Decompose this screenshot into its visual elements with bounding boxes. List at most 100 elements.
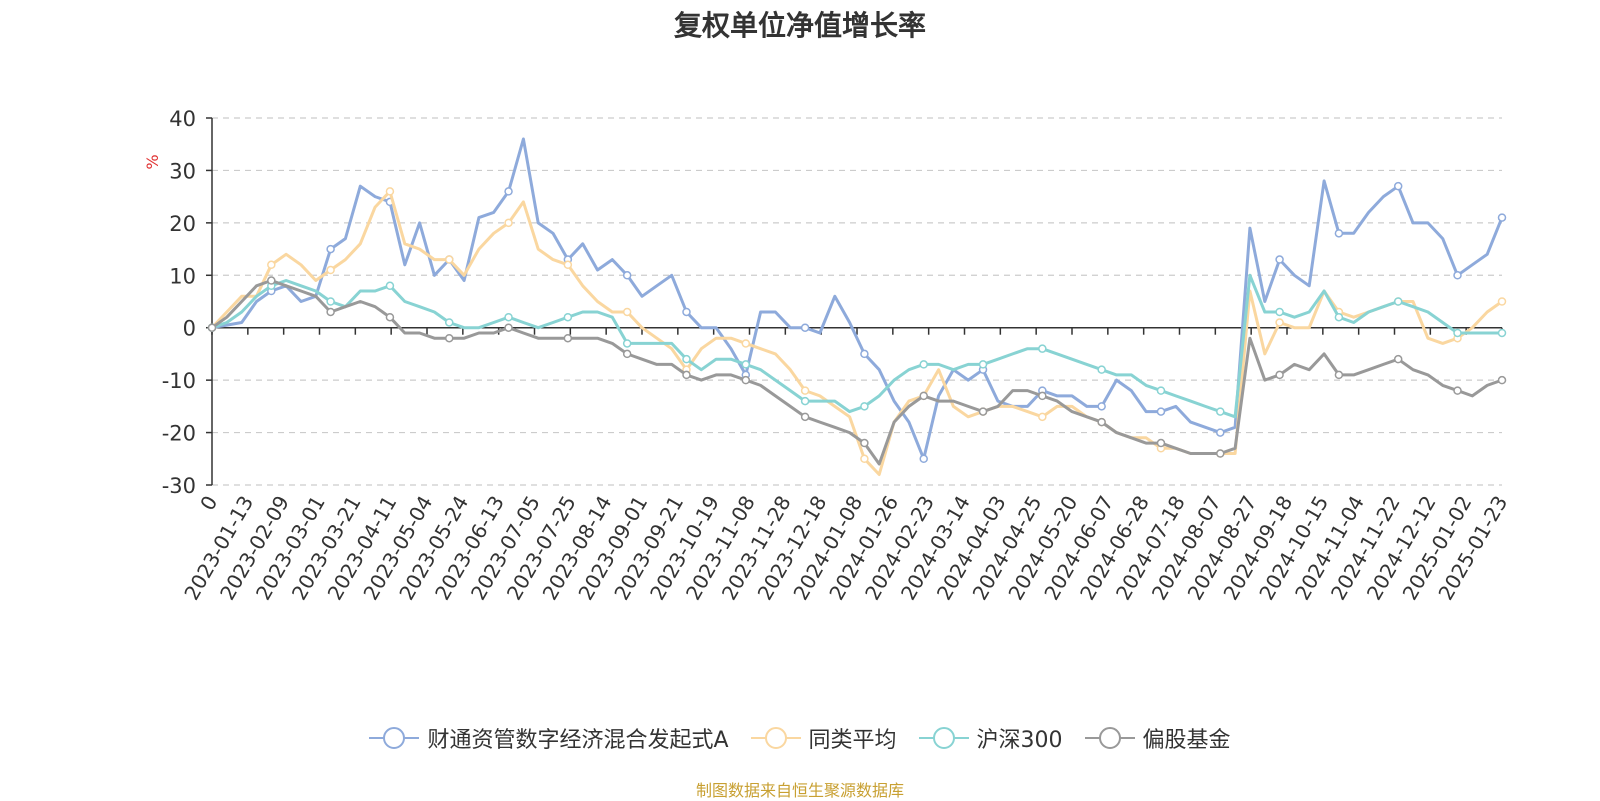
- series-point-3: [1275, 370, 1284, 380]
- series-point-0: [1156, 407, 1166, 416]
- series-point-3: [444, 333, 454, 343]
- series-point-2: [860, 402, 869, 411]
- series-point-2: [1393, 297, 1403, 306]
- series-point-0: [1334, 229, 1344, 238]
- grid-lines: [212, 117, 1502, 486]
- legend-item-3[interactable]: 偏股基金: [1084, 722, 1231, 754]
- y-tick-label: -30: [162, 474, 196, 498]
- series-point-2: [326, 297, 335, 306]
- legend-item-2[interactable]: 沪深300: [918, 722, 1063, 754]
- series-point-3: [622, 349, 632, 359]
- legend-swatch-icon: [750, 727, 801, 749]
- series-point-1: [1275, 318, 1284, 327]
- series-point-3: [1393, 354, 1403, 364]
- series-point-3: [326, 307, 335, 317]
- series-point-2: [1097, 365, 1106, 374]
- series-point-0: [622, 271, 632, 280]
- series-point-2: [1453, 328, 1462, 338]
- series-point-0: [860, 349, 869, 359]
- source-note: 制图数据来自恒生聚源数据库: [695, 781, 904, 800]
- legend-item-0[interactable]: 财通资管数字经济混合发起式A: [369, 722, 729, 754]
- series-point-3: [919, 391, 928, 401]
- series-point-3: [1097, 417, 1106, 427]
- series-point-1: [622, 307, 632, 317]
- y-tick-label: 40: [169, 107, 196, 131]
- series-point-3: [385, 312, 395, 322]
- series-point-3: [1453, 386, 1462, 395]
- y-axis-label: %: [143, 154, 162, 169]
- series-lines: [207, 137, 1507, 476]
- y-tick-label: 0: [183, 317, 196, 341]
- series-point-2: [622, 339, 632, 348]
- series-point-1: [267, 260, 276, 270]
- series-point-2: [444, 318, 454, 327]
- legend-label: 财通资管数字经济混合发起式A: [427, 728, 729, 753]
- y-tick-label: 10: [169, 264, 196, 288]
- series-point-2: [741, 360, 751, 369]
- series-point-1: [1038, 412, 1047, 422]
- series-point-0: [1275, 255, 1284, 264]
- y-tick-label: -10: [162, 369, 196, 393]
- series-point-3: [267, 276, 276, 285]
- legend-label: 沪深300: [976, 728, 1063, 753]
- series-point-3: [1156, 438, 1166, 448]
- series-point-2: [800, 396, 810, 406]
- series-point-3: [860, 438, 869, 448]
- series-point-0: [1393, 181, 1403, 191]
- legend-swatch-icon: [1084, 727, 1135, 749]
- legend-label: 同类平均: [808, 728, 897, 753]
- y-tick-label: 30: [169, 159, 196, 183]
- series-point-2: [919, 360, 928, 369]
- series-point-3: [1497, 375, 1507, 385]
- series-point-1: [800, 386, 810, 395]
- series-point-1: [326, 265, 335, 275]
- series-point-0: [1497, 213, 1507, 222]
- series-point-0: [504, 187, 513, 196]
- series-point-3: [504, 323, 513, 332]
- legend-swatch-icon: [369, 727, 420, 749]
- series-point-0: [1453, 271, 1462, 280]
- series-point-0: [919, 454, 928, 464]
- series-point-2: [1156, 386, 1166, 395]
- series-point-1: [741, 339, 751, 348]
- x-tick-label: 0: [195, 492, 222, 515]
- legend-label: 偏股基金: [1142, 728, 1231, 753]
- series-point-3: [682, 370, 691, 380]
- y-tick-label: 20: [169, 212, 196, 236]
- series-point-3: [563, 333, 573, 343]
- series-point-0: [1216, 428, 1225, 437]
- series-point-1: [385, 187, 395, 196]
- series-point-3: [978, 407, 988, 416]
- series-point-1: [1497, 297, 1507, 306]
- series-point-0: [682, 307, 691, 317]
- series-point-1: [504, 218, 513, 228]
- series-point-3: [207, 323, 217, 332]
- y-tick-label: -20: [162, 422, 196, 446]
- series-point-3: [1038, 391, 1047, 401]
- series-point-2: [504, 312, 513, 322]
- series-line-2: [211, 273, 1502, 419]
- series-line-0: [211, 137, 1504, 461]
- series-point-2: [1038, 344, 1047, 353]
- legend-item-1[interactable]: 同类平均: [750, 722, 897, 754]
- legend: 财通资管数字经济混合发起式A 同类平均 沪深300 偏股基金: [0, 722, 1600, 754]
- legend-swatch-icon: [918, 727, 969, 749]
- series-point-3: [800, 412, 810, 422]
- series-point-3: [1216, 449, 1225, 458]
- chart-title: 复权单位净值增长率: [673, 9, 926, 42]
- series-point-1: [444, 255, 454, 264]
- series-point-0: [1097, 402, 1106, 411]
- series-point-0: [800, 323, 810, 332]
- series-point-2: [1275, 307, 1284, 317]
- axes: 403020100-10-20-3002023-01-132023-02-092…: [162, 107, 1513, 604]
- series-line-3: [211, 279, 1503, 466]
- series-point-3: [1334, 370, 1344, 380]
- series-point-0: [326, 244, 335, 254]
- series-point-1: [860, 454, 869, 464]
- series-point-2: [1497, 328, 1507, 338]
- series-point-2: [1334, 312, 1344, 322]
- series-point-2: [978, 360, 988, 369]
- series-point-3: [741, 375, 751, 385]
- series-point-2: [1216, 407, 1225, 416]
